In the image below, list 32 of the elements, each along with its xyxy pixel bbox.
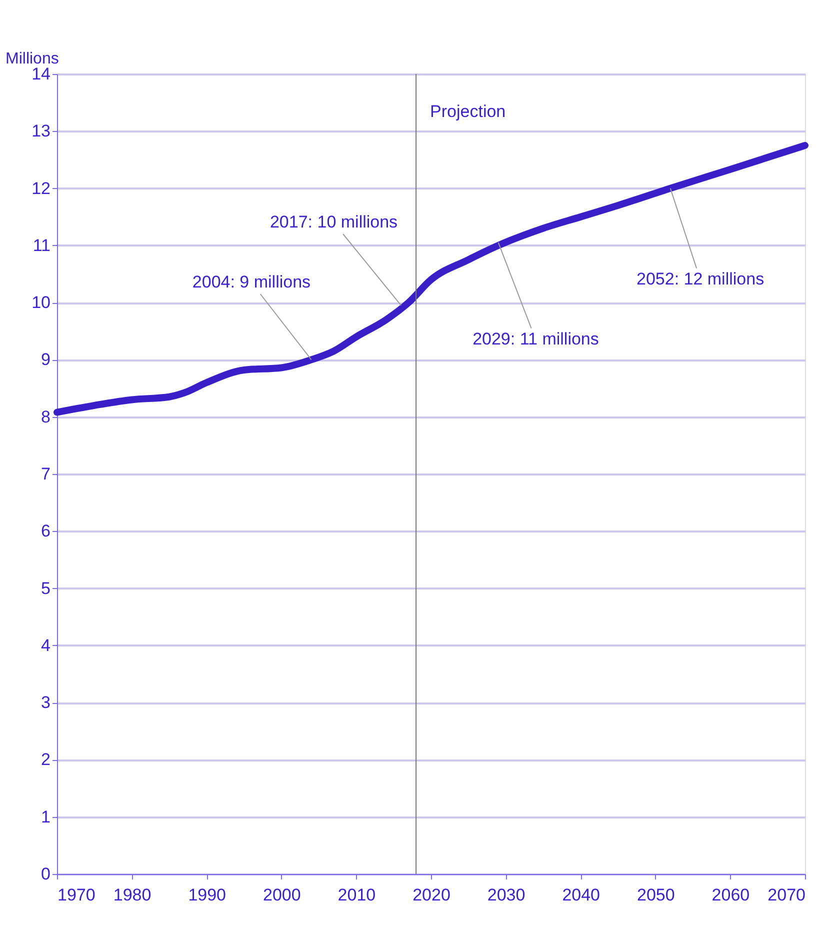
x-tick-label: 2070 (768, 886, 806, 904)
x-tick-label: 1980 (113, 886, 152, 904)
y-axis-title: Millions (6, 50, 59, 68)
y-tick-label: 5 (41, 578, 50, 598)
y-tick-label: 6 (41, 522, 50, 541)
y-tick-label: 8 (41, 407, 50, 426)
y-tick-label: 11 (32, 236, 50, 255)
x-tick-label: 2060 (712, 886, 750, 904)
y-tick-label: 3 (41, 693, 50, 712)
y-tick-label: 9 (41, 350, 50, 370)
annotation: 2052: 12 millions (636, 270, 764, 289)
y-tick-label: 4 (41, 636, 50, 655)
y-tick-label: 10 (32, 293, 50, 312)
x-tick-label: 1970 (58, 886, 96, 904)
annotation: 2004: 9 millions (192, 272, 311, 292)
y-tick-label: 1 (41, 807, 50, 826)
x-tick-label: 2010 (338, 886, 376, 904)
y-tick-label: 13 (32, 122, 50, 141)
x-tick-label: 1990 (188, 886, 226, 904)
y-tick-label: 12 (32, 178, 50, 198)
x-tick-label: 2000 (262, 886, 301, 904)
x-tick-label: 2030 (487, 886, 526, 904)
x-tick-label: 2050 (636, 886, 675, 904)
y-tick-label: 7 (41, 464, 50, 484)
x-tick-label: 2020 (412, 886, 450, 904)
annotation: 2017: 10 millions (270, 212, 398, 232)
y-tick-label: 14 (32, 64, 50, 84)
x-tick-label: 2040 (562, 886, 600, 904)
y-tick-label: 2 (41, 750, 50, 770)
y-tick-label: 0 (41, 864, 50, 884)
ref-line-label: Projection (430, 102, 506, 121)
annotation: 2029: 11 millions (472, 330, 599, 349)
